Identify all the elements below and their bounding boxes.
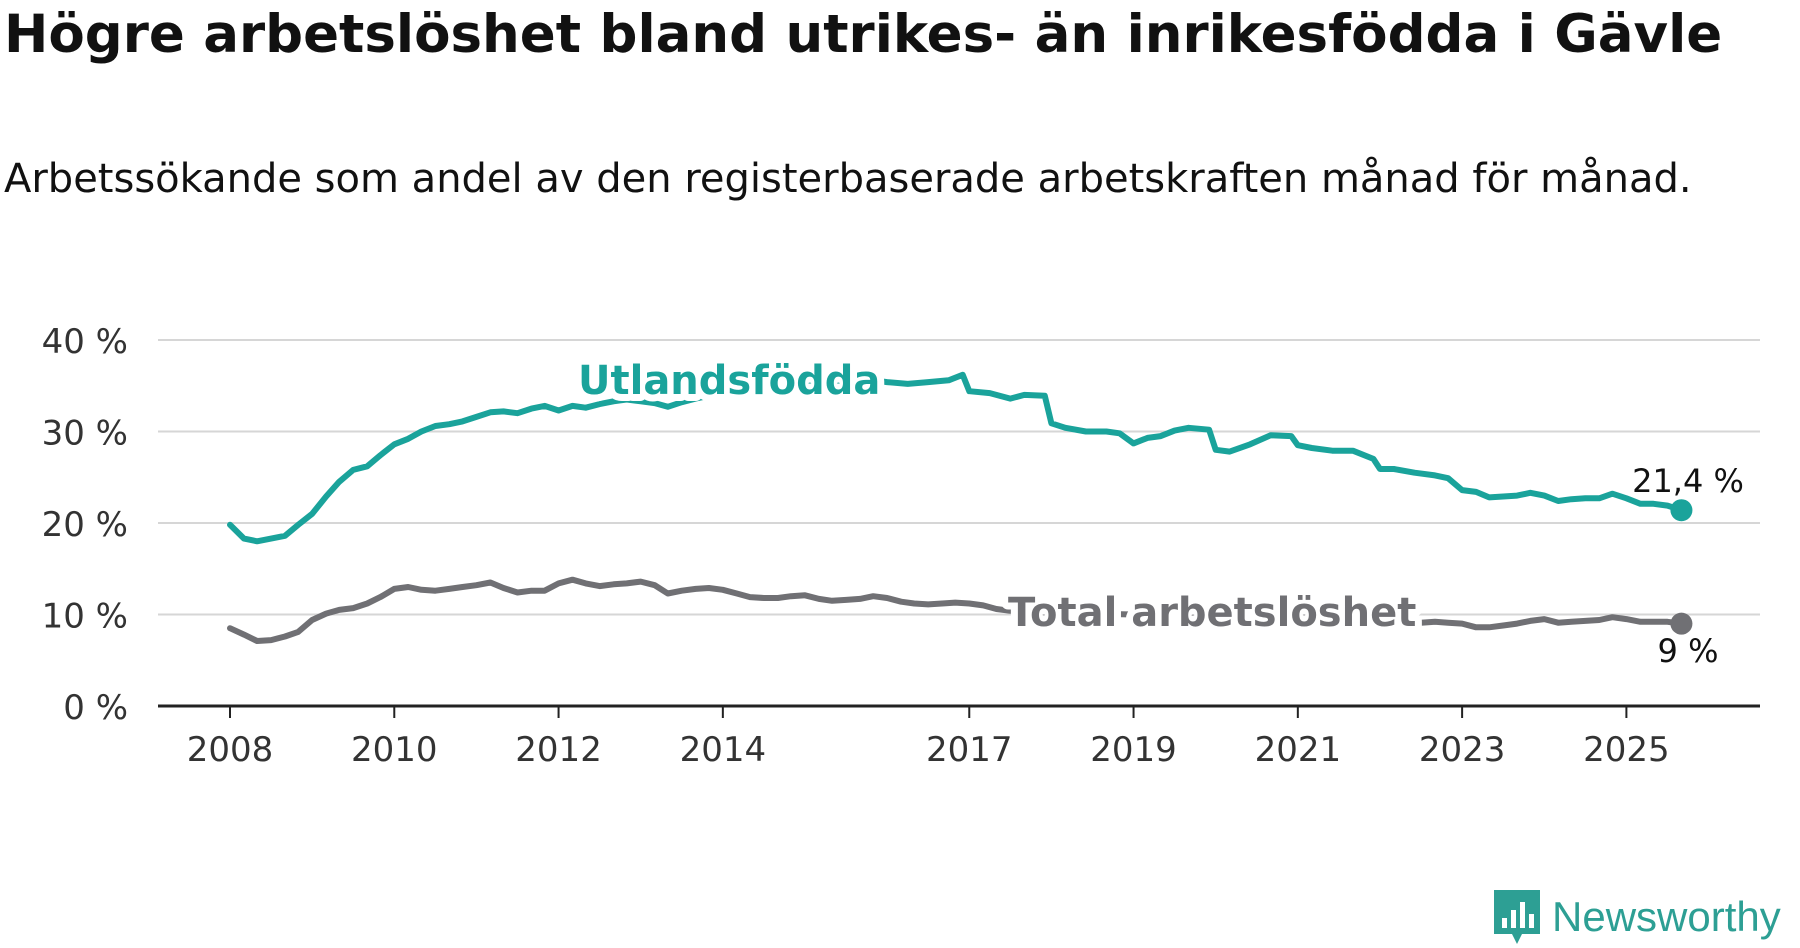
brand-logo: Newsworthy (1492, 888, 1781, 946)
end-value-label-total: 9 % (1658, 632, 1719, 670)
y-tick-label: 30 % (42, 414, 128, 454)
x-tick-label: 2014 (680, 730, 767, 770)
y-tick-label: 20 % (42, 505, 128, 545)
x-tick-label: 2012 (515, 730, 602, 770)
x-tick-label: 2025 (1583, 730, 1670, 770)
chart-title: Högre arbetslöshet bland utrikes- än inr… (4, 4, 1723, 65)
y-tick-label: 10 % (42, 597, 128, 637)
y-tick-label: 0 % (63, 688, 128, 728)
series-label-utlandsfodda: Utlandsfödda (578, 358, 880, 404)
chart-subtitle: Arbetssökande som andel av den registerb… (4, 156, 1692, 202)
series-line-utlandsfodda (227, 371, 1685, 545)
end-value-label-utlandsfodda: 21,4 % (1632, 462, 1744, 500)
series-end-marker (1670, 499, 1693, 522)
x-tick-label: 2008 (187, 730, 274, 770)
series-end-marker (1670, 612, 1693, 635)
x-tick-label: 2019 (1090, 730, 1177, 770)
series-line-total (227, 576, 1685, 644)
x-tick-label: 2023 (1419, 730, 1506, 770)
y-tick-label: 40 % (42, 322, 128, 362)
x-tick-label: 2021 (1255, 730, 1342, 770)
x-tick-label: 2010 (351, 730, 438, 770)
brand-name: Newsworthy (1552, 893, 1781, 940)
x-tick-label: 2017 (926, 730, 1013, 770)
newsworthy-logo-icon (1494, 890, 1540, 944)
series-label-total: Total arbetslöshet (1008, 590, 1416, 636)
